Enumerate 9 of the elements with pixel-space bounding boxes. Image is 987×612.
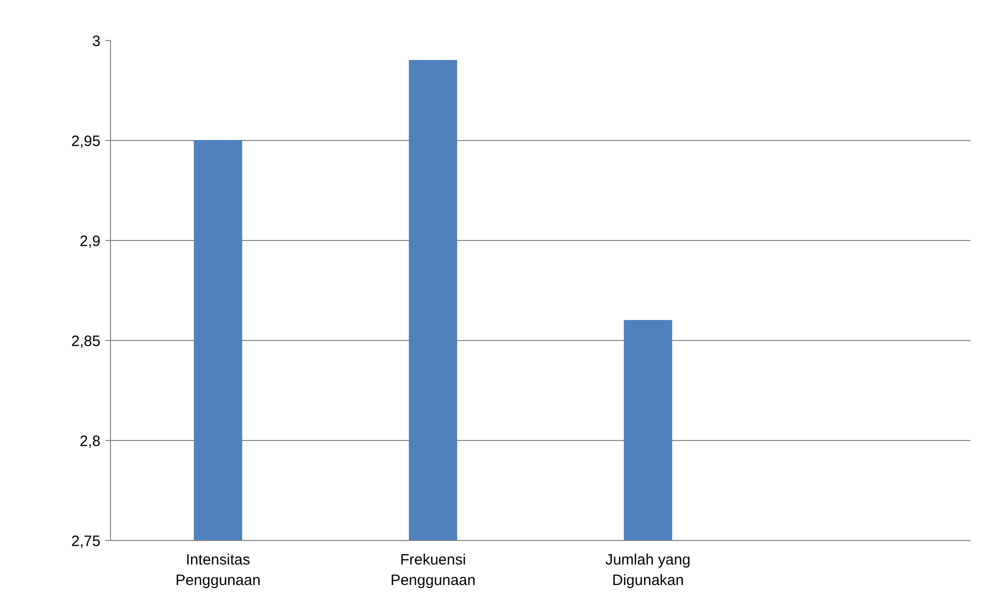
x-tick-label: Jumlah yang Digunakan [605, 552, 691, 589]
x-tick-label: Frekuensi Penggunaan [390, 552, 476, 589]
y-tick-label: 2,95 [71, 133, 101, 150]
y-tick-label: 3 [92, 33, 100, 50]
x-tick-label: Intensitas Penggunaan [175, 552, 261, 589]
y-tick-label: 2,9 [80, 233, 101, 250]
y-tick-label: 2,75 [71, 533, 101, 550]
y-tick-label: 2,85 [71, 333, 101, 350]
y-tick-label: 2,8 [80, 433, 101, 450]
